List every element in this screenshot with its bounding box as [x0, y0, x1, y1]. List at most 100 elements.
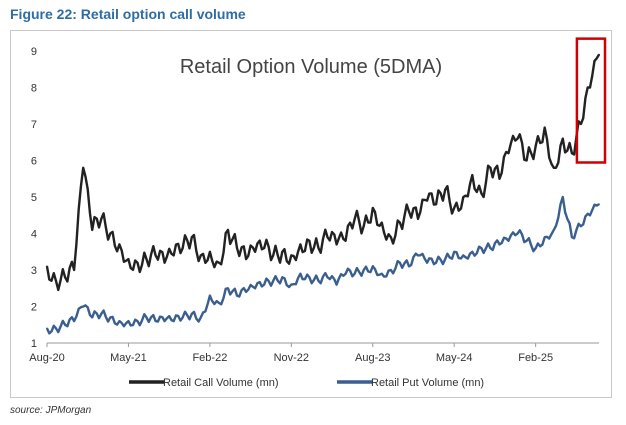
- call-volume-point: [73, 269, 76, 271]
- call-volume-point: [127, 258, 130, 260]
- call-volume-point: [64, 276, 66, 279]
- call-volume-point: [561, 137, 564, 140]
- call-volume-point: [136, 261, 139, 264]
- chart-axes: 1 2 3 4 5 6 7 8 9 Aug-20 May-21 Feb-22 Nov-22 Aug-23 M…: [29, 46, 599, 364]
- put-volume-point: [480, 247, 483, 250]
- legend-call-label: Retail Call Volume (mn): [163, 377, 279, 389]
- x-tick-label: Nov-22: [274, 352, 309, 364]
- put-volume-point: [73, 320, 76, 322]
- call-volume-point: [426, 199, 428, 202]
- put-volume-point: [371, 265, 374, 268]
- put-volume-point: [109, 316, 112, 319]
- put-volume-point: [190, 312, 193, 315]
- figure-title: Figure 22: Retail option call volume: [10, 6, 246, 22]
- call-volume-point: [389, 236, 392, 239]
- call-volume-point: [362, 225, 365, 228]
- call-volume-point: [580, 123, 582, 125]
- call-volume-point: [589, 86, 591, 89]
- call-volume-point: [462, 196, 465, 198]
- call-volume-point: [254, 250, 257, 253]
- call-volume-point: [444, 188, 447, 191]
- put-volume-point: [344, 272, 347, 275]
- y-tick-label: 1: [31, 338, 37, 350]
- highlight-layer: [575, 37, 607, 164]
- chart-frame: Retail Option Volume (5DMA) 1 2 3 4 5 6 7 8 9 Aug…: [10, 30, 612, 398]
- put-volume-point: [127, 320, 130, 322]
- call-volume-point: [598, 53, 600, 56]
- call-volume-point: [552, 166, 555, 169]
- call-volume-point: [489, 166, 492, 169]
- put-volume-point: [46, 327, 48, 330]
- put-volume-point: [299, 272, 302, 275]
- x-tick-label: Feb-22: [192, 352, 227, 364]
- put-volume-line: [45, 195, 600, 335]
- put-volume-point: [399, 261, 401, 264]
- put-volume-point: [154, 320, 157, 322]
- put-volume-point: [317, 280, 320, 282]
- put-volume-point: [489, 247, 492, 250]
- call-volume-point: [371, 207, 374, 209]
- call-volume-line: [45, 53, 601, 292]
- put-volume-point: [263, 283, 266, 286]
- call-volume-point: [55, 280, 57, 282]
- call-volume-point: [263, 247, 266, 250]
- call-volume-point: [199, 254, 202, 257]
- put-volume-point: [245, 291, 247, 293]
- call-volume-point: [380, 221, 383, 224]
- put-volume-point: [290, 283, 293, 286]
- put-volume-point: [308, 276, 311, 279]
- y-tick-label: 2: [31, 302, 37, 314]
- put-volume-point: [353, 272, 356, 275]
- y-tick-label: 3: [31, 265, 37, 277]
- y-tick-label: 8: [31, 83, 37, 95]
- call-volume-point: [236, 247, 238, 250]
- put-volume-point: [326, 276, 329, 279]
- call-volume-point: [208, 250, 211, 253]
- put-volume-point: [426, 261, 428, 264]
- source-note: source: JPMorgan: [10, 405, 92, 416]
- call-volume-point: [281, 250, 284, 253]
- put-volume-point: [389, 269, 392, 271]
- put-volume-point: [91, 316, 94, 319]
- put-volume-point: [552, 228, 555, 231]
- put-volume-point: [543, 236, 546, 239]
- put-volume-point: [408, 265, 410, 268]
- call-volume-point: [154, 254, 157, 257]
- put-volume-point: [181, 316, 184, 319]
- put-volume-point: [208, 294, 211, 297]
- put-volume-point: [525, 239, 528, 242]
- put-volume-point: [570, 236, 573, 239]
- call-volume-point: [46, 265, 48, 268]
- retail-option-volume-chart: Retail Option Volume (5DMA) 1 2 3 4 5 6 7 8 9 Aug…: [29, 37, 607, 389]
- x-tick-label: May-21: [110, 352, 147, 364]
- call-volume-point: [245, 258, 247, 260]
- call-volume-point: [353, 218, 356, 220]
- call-volume-point: [543, 126, 546, 129]
- put-volume-point: [118, 320, 121, 322]
- call-volume-point: [516, 137, 519, 140]
- call-volume-point: [317, 247, 320, 250]
- call-volume-point: [172, 254, 175, 257]
- put-volume-point: [380, 272, 383, 275]
- put-volume-point: [453, 250, 456, 253]
- put-volume-point: [498, 243, 501, 246]
- put-volume-point: [417, 254, 419, 257]
- call-volume-point: [190, 236, 193, 239]
- y-tick-label: 7: [31, 119, 37, 131]
- put-volume-point: [561, 196, 564, 198]
- put-volume-point: [435, 261, 438, 264]
- put-volume-point: [145, 316, 148, 319]
- put-volume-point: [172, 320, 175, 322]
- put-volume-point: [507, 239, 510, 242]
- call-volume-point: [534, 145, 537, 147]
- y-tick-label: 9: [31, 46, 37, 58]
- put-volume-point: [598, 203, 600, 206]
- y-tick-label: 5: [31, 192, 37, 204]
- chart-title: Retail Option Volume (5DMA): [180, 56, 442, 78]
- call-volume-point: [227, 228, 229, 231]
- x-tick-label: Aug-20: [29, 352, 64, 364]
- put-volume-point: [516, 232, 519, 235]
- call-volume-point: [525, 159, 528, 162]
- put-volume-point: [55, 327, 57, 330]
- call-volume-point: [181, 247, 184, 250]
